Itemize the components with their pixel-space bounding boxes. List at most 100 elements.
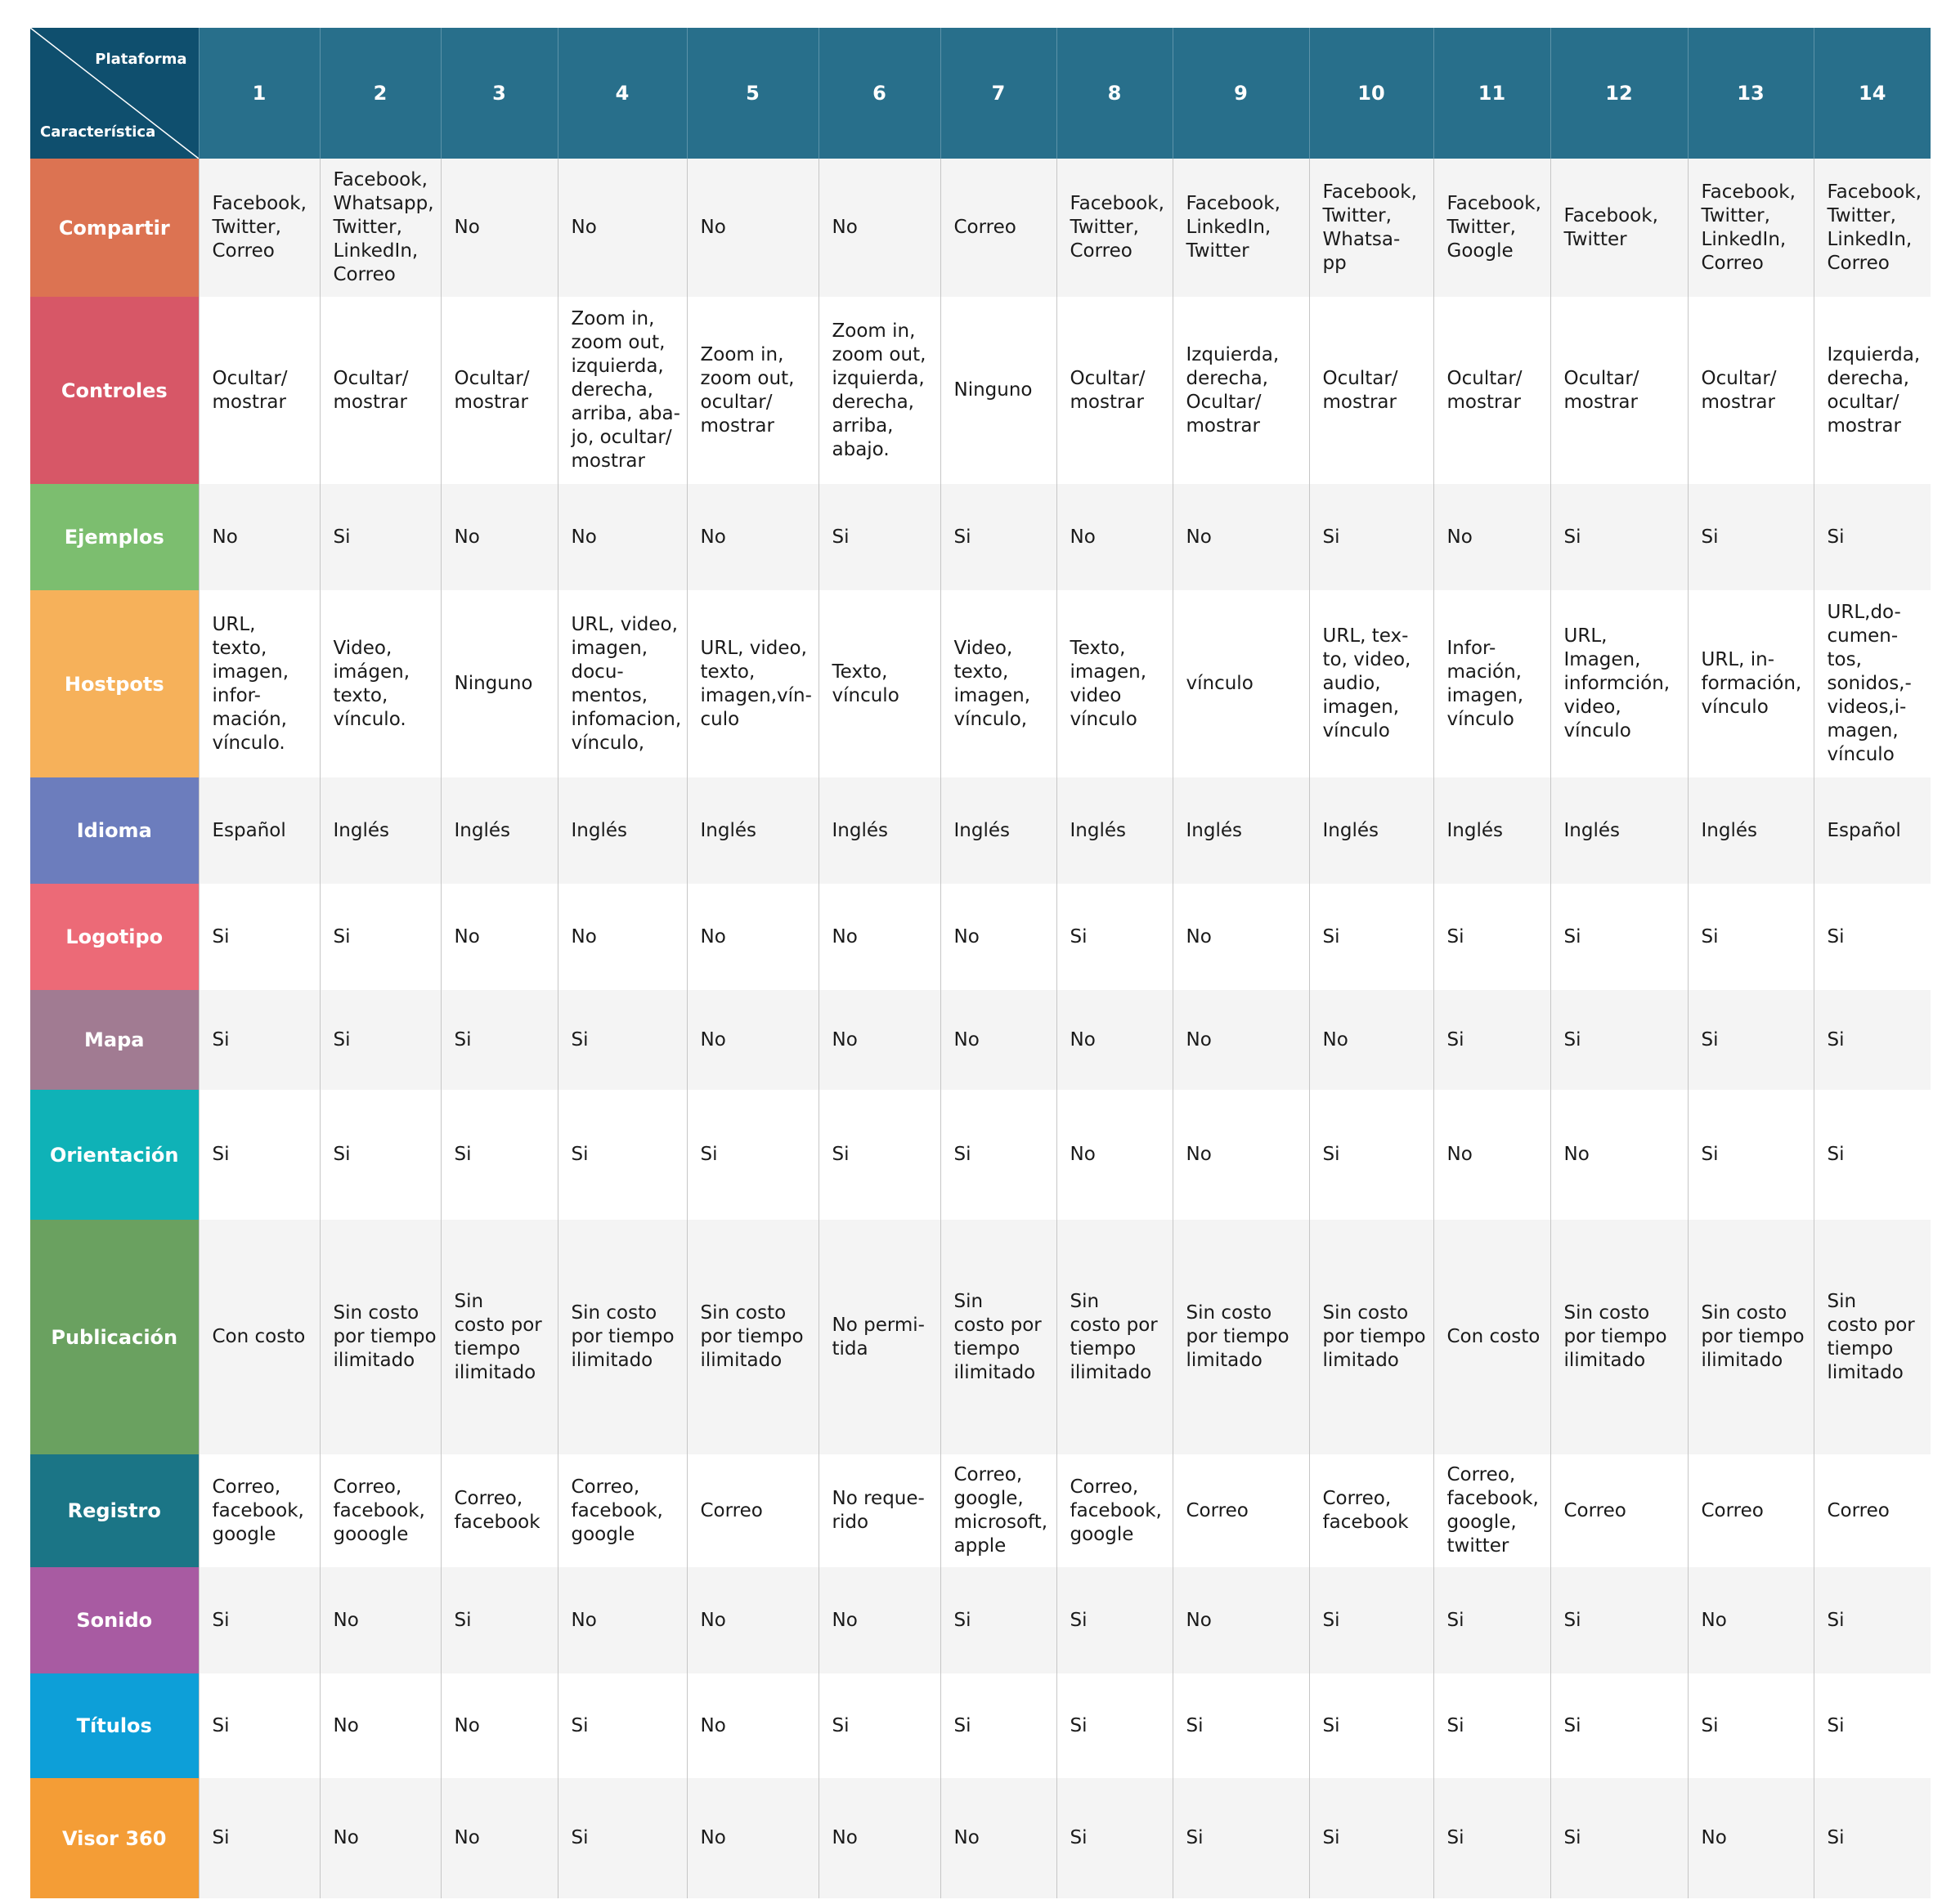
cell-text: Si — [212, 1827, 230, 1848]
cell-text: Si — [1070, 1609, 1088, 1631]
table-cell: No — [818, 1567, 940, 1673]
cell-text: Si — [1186, 1714, 1204, 1736]
table-cell: Si — [557, 1090, 687, 1220]
table-cell: Si — [818, 484, 940, 590]
cell-text: Ninguno — [953, 379, 1033, 401]
row-header: Hostpots — [30, 590, 199, 777]
table-cell: Si — [1056, 884, 1173, 990]
cell-text: Correo, google, microsoft, apple — [953, 1464, 1048, 1557]
row-header: Orientación — [30, 1090, 199, 1220]
cell-text: No — [953, 1028, 980, 1051]
table-cell: Facebook, Twitter, Correo — [198, 159, 320, 297]
cell-text: Si — [1563, 1827, 1581, 1848]
table-cell: Si — [198, 990, 320, 1090]
table-cell: Ocultar/ mostrar — [319, 297, 441, 484]
table-cell: Si — [319, 1090, 441, 1220]
cell-text: Si — [1563, 925, 1581, 948]
table-cell: Facebook, Twitter, LinkedIn, Correo — [1687, 159, 1814, 297]
table-cell: Inglés — [319, 777, 441, 884]
cell-text: No — [333, 1609, 359, 1631]
row-header: Títulos — [30, 1673, 199, 1778]
table-cell: Si — [818, 1090, 940, 1220]
corner-top-label: Plataforma — [95, 51, 187, 68]
table-cell: Ocultar/ mostrar — [1433, 297, 1550, 484]
cell-text: Si — [333, 925, 351, 948]
cell-text: Inglés — [1186, 819, 1242, 841]
cell-text: No reque- rido — [832, 1488, 925, 1533]
cell-text: Si — [1322, 1714, 1340, 1736]
cell-text: Inglés — [571, 819, 627, 841]
table-cell: Con costo — [1433, 1220, 1550, 1454]
cell-text: Si — [454, 1609, 472, 1631]
table-cell: Correo, facebook — [440, 1454, 558, 1567]
cell-text: Facebook, Twitter, Correo — [212, 193, 307, 262]
table-row: Controles Ocultar/ mostrar Ocultar/ mostra… — [30, 297, 1931, 484]
cell-text: No — [1563, 1144, 1590, 1165]
table-cell: Correo — [1172, 1454, 1309, 1567]
table-cell: No — [686, 1673, 819, 1778]
row-header: Compartir — [30, 159, 199, 297]
table-row: Sonido Si No Si No No No Si Si No Si Si Si No Si — [30, 1567, 1931, 1673]
table-row: Ejemplos No Si No No No Si Si No No Si No Si Si Si — [30, 484, 1931, 590]
table-cell: No reque- rido — [818, 1454, 940, 1567]
cell-text: Sin costo por tiempo ilimitado — [333, 1302, 437, 1371]
cell-text: Si — [333, 1028, 351, 1051]
row-header: Idioma — [30, 777, 199, 884]
table-cell: Si — [686, 1090, 819, 1220]
cell-text: Si — [1446, 1609, 1464, 1631]
table-cell: No — [1550, 1090, 1688, 1220]
cell-text: No — [454, 1827, 480, 1848]
cell-text: No — [454, 217, 480, 238]
features-table: Plataforma Característica 1 2 3 4 5 6 7 8 9 10 11 1… — [30, 28, 1931, 1898]
table-cell: Sin costo por tiempo ilimitado — [1550, 1220, 1688, 1454]
cell-text: Sin costo por tiempo ilimitado — [454, 1290, 542, 1383]
table-cell: Si — [557, 1778, 687, 1898]
cell-text: Si — [1827, 1827, 1845, 1848]
cell-text: Si — [571, 1827, 589, 1848]
cell-text: No — [832, 1827, 858, 1848]
table-cell: No — [940, 1778, 1056, 1898]
cell-text: No — [1446, 526, 1473, 548]
cell-text: Si — [1446, 925, 1464, 948]
cell-text: No — [700, 925, 726, 948]
table-cell: URL,do- cumen- tos, sonidos,- videos,i- … — [1813, 590, 1931, 777]
column-header-1: 1 — [198, 28, 320, 159]
cell-text: No — [1186, 1028, 1212, 1051]
table-cell: Si — [319, 484, 441, 590]
cell-text: Infor- mación, imagen, vínculo — [1446, 637, 1524, 730]
cell-text: Si — [700, 1144, 718, 1165]
table-cell: Si — [1550, 884, 1688, 990]
table-cell: No — [1056, 990, 1173, 1090]
table-cell: Español — [198, 777, 320, 884]
table-cell: Correo, google, microsoft, apple — [940, 1454, 1056, 1567]
column-header-4: 4 — [557, 28, 687, 159]
cell-text: Facebook, LinkedIn, Twitter — [1186, 193, 1280, 262]
cell-text: No — [700, 1714, 726, 1736]
table-cell: Inglés — [1172, 777, 1309, 884]
table-cell: Si — [198, 1778, 320, 1898]
cell-text: Correo, facebook, gooogle — [333, 1476, 425, 1545]
cell-text: Si — [571, 1714, 589, 1736]
table-cell: No — [686, 484, 819, 590]
cell-text: Si — [454, 1028, 472, 1051]
cell-text: Correo, facebook — [454, 1488, 540, 1533]
cell-text: No — [1322, 1028, 1348, 1051]
table-cell: Si — [1172, 1673, 1309, 1778]
table-cell: vínculo — [1172, 590, 1309, 777]
cell-text: Ocultar/ mostrar — [1701, 367, 1777, 413]
table-cell: No — [440, 884, 558, 990]
table-cell: Texto, imagen, video vínculo — [1056, 590, 1173, 777]
table-cell: Sin costo por tiempo ilimitado — [1687, 1220, 1814, 1454]
row-header: Ejemplos — [30, 484, 199, 590]
cell-text: Si — [953, 1609, 971, 1631]
cell-text: Si — [1446, 1028, 1464, 1051]
cell-text: No — [832, 1028, 858, 1051]
cell-text: No — [1186, 1609, 1212, 1631]
cell-text: Si — [832, 1714, 850, 1736]
table-cell: No permi- tida — [818, 1220, 940, 1454]
table-cell: No — [1172, 484, 1309, 590]
table-cell: Si — [198, 1567, 320, 1673]
table-cell: Si — [319, 884, 441, 990]
table-cell: Si — [940, 1567, 1056, 1673]
cell-text: Si — [1563, 1714, 1581, 1736]
